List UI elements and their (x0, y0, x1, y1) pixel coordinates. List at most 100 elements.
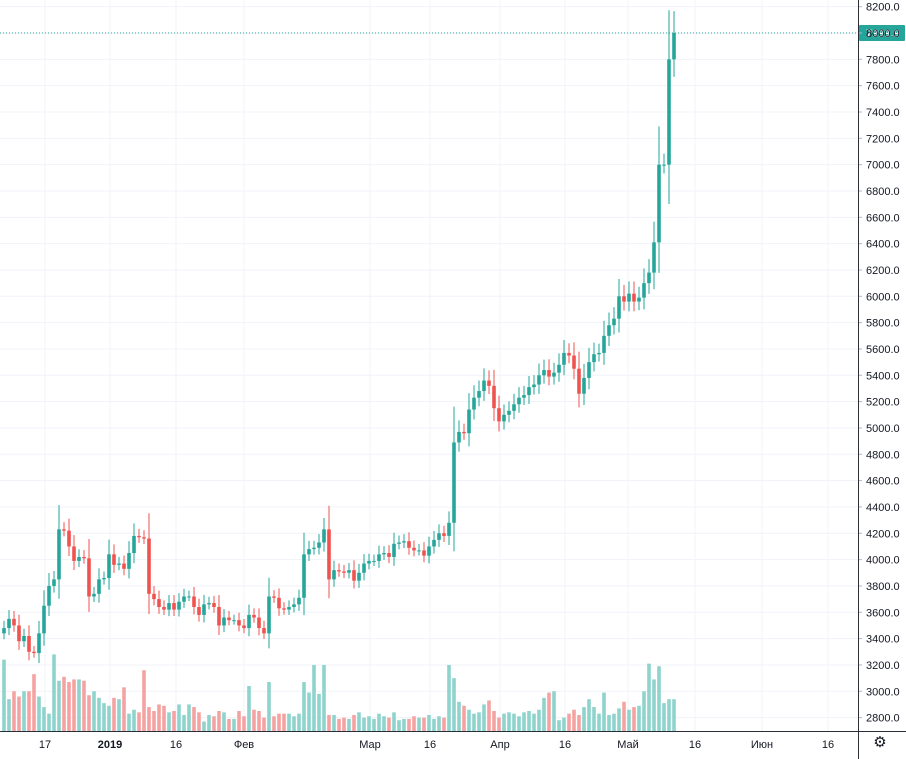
volume-bar (332, 714, 336, 731)
volume-bar (142, 670, 146, 731)
volume-bar (522, 712, 526, 731)
volume-bar (322, 664, 326, 731)
volume-bar (477, 712, 481, 731)
candle-body (212, 603, 216, 608)
candle-body (327, 529, 331, 580)
candle-body (297, 597, 301, 605)
volume-bar (127, 713, 131, 731)
volume-bar (397, 720, 401, 731)
volume-bar (667, 699, 671, 731)
candle-body (617, 296, 621, 319)
volume-bar (2, 659, 6, 731)
candle-body (112, 554, 116, 565)
candle-body (272, 596, 276, 598)
last-price-label: 7999.9 (866, 28, 900, 40)
candle-body (2, 628, 6, 634)
y-tick-label: 8200.0 (866, 2, 900, 14)
candle-body (507, 410, 511, 415)
volume-bar (187, 704, 191, 731)
candle-body (87, 558, 91, 597)
y-tick-label: 5600.0 (866, 344, 900, 356)
volume-bar (462, 705, 466, 731)
candle-body (37, 633, 41, 654)
price-axis[interactable]: 2800.0 3000.0 3200.0 3400.0 3600.0 3800.0 4000… (858, 0, 900, 759)
candle-body (322, 529, 326, 543)
volume-bar (212, 716, 216, 731)
gear-icon[interactable]: ⚙ (873, 734, 887, 751)
volume-bar (37, 696, 41, 731)
candle-body (452, 442, 456, 523)
candle-body (402, 541, 406, 543)
candle-body (67, 530, 71, 547)
volume-bar (552, 691, 556, 731)
candle-body (357, 572, 361, 581)
volume-bar (307, 692, 311, 731)
volume-bar (642, 691, 646, 731)
volume-bar (562, 717, 566, 731)
volume-bar (422, 717, 426, 731)
x-tick-label: 16 (170, 739, 182, 751)
volume-bar (277, 713, 281, 731)
volume-bar (382, 716, 386, 731)
candle-body (242, 625, 246, 629)
y-tick-label: 7400.0 (866, 107, 900, 119)
volume-bar (652, 679, 656, 731)
candle-body (572, 355, 576, 369)
volume-bar (287, 713, 291, 731)
candle-body (42, 605, 46, 634)
volume-bar (362, 717, 366, 731)
candle-body (457, 431, 461, 443)
volume-bar (327, 714, 331, 731)
volume-bar (377, 713, 381, 731)
candle-body (442, 533, 446, 536)
volume-bar (247, 686, 251, 731)
candle-body (227, 617, 231, 621)
candle-body (557, 364, 561, 373)
y-tick-label: 4400.0 (866, 502, 900, 514)
y-tick-label: 3200.0 (866, 660, 900, 672)
candle-body (382, 553, 386, 555)
candle-body (97, 579, 101, 594)
volume-bar (137, 712, 141, 731)
candle-body (102, 578, 106, 580)
volume-bar (582, 707, 586, 731)
candle-body (627, 293, 631, 302)
last-price-line: 7999.9 (0, 25, 905, 42)
volume-bar (507, 712, 511, 731)
volume-bar (347, 718, 351, 731)
candle-body (182, 596, 186, 602)
candle-body (497, 408, 501, 422)
candle-body (422, 550, 426, 556)
volume-bar (317, 693, 321, 731)
volume-bar (602, 692, 606, 731)
volume-bar (657, 666, 661, 731)
candle-body (22, 635, 26, 642)
volume-bar (87, 695, 91, 731)
volume-bar (147, 707, 151, 731)
candle-body (372, 560, 376, 562)
volume-bar (512, 713, 516, 731)
y-tick-label: 2800.0 (866, 713, 900, 725)
last-price-badge (859, 25, 905, 42)
volume-bar (252, 709, 256, 731)
y-tick-label: 7600.0 (866, 81, 900, 93)
candle-body (302, 554, 306, 598)
candle-body (17, 625, 21, 642)
volume-bar (227, 718, 231, 731)
candle-body (162, 607, 166, 610)
volume-bar (542, 697, 546, 731)
volume-bar (442, 717, 446, 731)
candle-body (652, 242, 656, 273)
candle-body (257, 617, 261, 629)
candle-body (122, 563, 126, 569)
candle-body (172, 603, 176, 610)
y-tick-label: 4600.0 (866, 476, 900, 488)
volume-bar (487, 700, 491, 731)
volume-bar (162, 705, 166, 731)
volume-bar (567, 713, 571, 731)
volume-bar (217, 711, 221, 731)
time-axis[interactable]: 17 2019 16 Фев Мар 16 Апр 16 Май 16 Июн 16 (0, 731, 906, 752)
candle-body (107, 554, 111, 579)
candle-body (477, 391, 481, 398)
